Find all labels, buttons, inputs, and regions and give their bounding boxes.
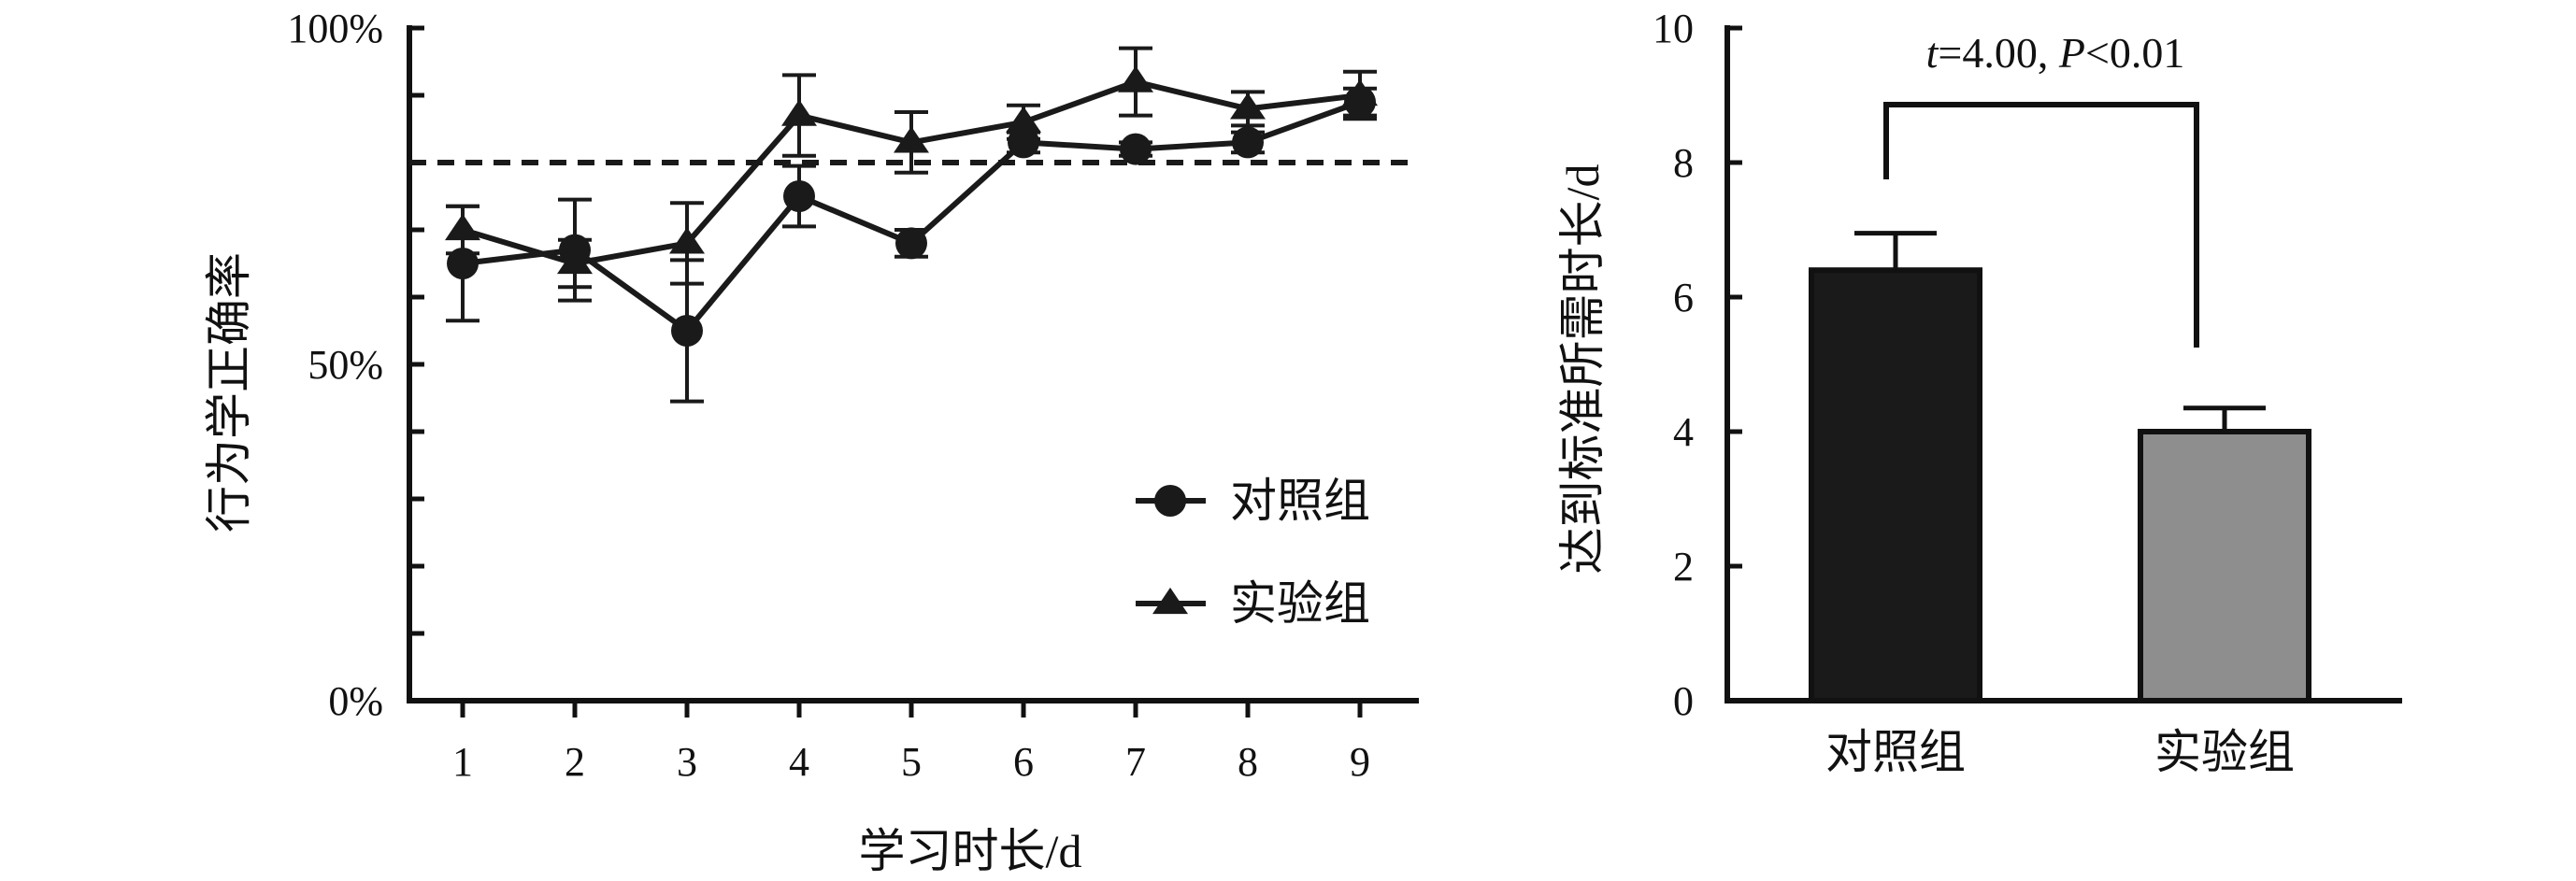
t-symbol: t bbox=[1926, 29, 1939, 77]
line-series-2 bbox=[445, 46, 1378, 290]
data-point bbox=[557, 247, 593, 275]
bar bbox=[1809, 267, 1982, 703]
line-y-tick-label: 100% bbox=[287, 6, 383, 51]
bar bbox=[2138, 429, 2311, 703]
data-point bbox=[1006, 106, 1041, 133]
bar-y-tick-label: 8 bbox=[1673, 140, 1694, 186]
line-series-group bbox=[445, 46, 1378, 404]
line-x-tick-label: 8 bbox=[1238, 739, 1258, 785]
line-x-tick-label: 1 bbox=[452, 739, 473, 785]
legend-label: 对照组 bbox=[1230, 475, 1370, 527]
significance-bracket bbox=[1883, 102, 2199, 348]
bar-marks: 对照组 实验组 bbox=[1809, 231, 2311, 778]
data-point bbox=[447, 248, 479, 279]
line-x-tick-label: 3 bbox=[677, 739, 697, 785]
t-value: =4.00, bbox=[1938, 29, 2058, 77]
bar-category-label: 实验组 bbox=[2154, 726, 2295, 778]
line-x-tick-label: 9 bbox=[1350, 739, 1370, 785]
data-point bbox=[1230, 92, 1266, 120]
bar-chart: 0 2 4 6 8 10 对照组 实验组 达到标准所需时长/d t=4.00, P<0.01 bbox=[1556, 6, 2402, 778]
data-point bbox=[1232, 126, 1264, 159]
bar-y-axis-title: 达到标准所需时长/d bbox=[1556, 164, 1609, 575]
bar-y-tick-label: 10 bbox=[1653, 6, 1694, 51]
line-x-tick-label: 6 bbox=[1013, 739, 1034, 785]
data-point bbox=[445, 213, 480, 241]
bar-y-tick-label: 4 bbox=[1673, 409, 1694, 455]
line-x-ticks: 1 2 3 4 5 6 7 8 9 bbox=[452, 701, 1370, 785]
line-x-axis-title: 学习时长/d bbox=[859, 825, 1082, 877]
data-point bbox=[781, 99, 817, 126]
data-point bbox=[1342, 78, 1378, 107]
legend-label: 实验组 bbox=[1230, 577, 1370, 630]
bar-y-tick-label: 2 bbox=[1673, 544, 1694, 590]
data-point bbox=[671, 315, 703, 347]
line-y-axis-title: 行为学正确率 bbox=[203, 252, 255, 533]
p-symbol: P bbox=[2058, 29, 2085, 77]
legend-marker bbox=[1152, 587, 1188, 615]
line-x-tick-label: 5 bbox=[901, 739, 922, 785]
data-point bbox=[1118, 65, 1153, 92]
line-y-ticks: 0% 50% 100% bbox=[287, 6, 424, 724]
line-x-tick-label: 4 bbox=[789, 739, 809, 785]
significance-annotation: t=4.00, P<0.01 bbox=[1926, 29, 2185, 77]
line-x-tick-label: 2 bbox=[565, 739, 585, 785]
data-point bbox=[669, 227, 705, 254]
line-x-tick-label: 7 bbox=[1125, 739, 1146, 785]
bar-y-tick-label: 6 bbox=[1673, 275, 1694, 320]
p-value: <0.01 bbox=[2085, 29, 2184, 77]
legend-marker bbox=[1154, 485, 1186, 517]
data-point bbox=[894, 126, 929, 153]
line-y-tick-label: 0% bbox=[328, 678, 383, 724]
data-point bbox=[1008, 126, 1039, 159]
line-y-tick-label: 50% bbox=[308, 342, 383, 388]
data-point bbox=[1120, 133, 1152, 165]
data-point bbox=[783, 180, 815, 212]
bar-y-tick-label: 0 bbox=[1673, 678, 1694, 724]
data-point bbox=[895, 227, 927, 260]
bar-category-label: 对照组 bbox=[1825, 726, 1966, 778]
